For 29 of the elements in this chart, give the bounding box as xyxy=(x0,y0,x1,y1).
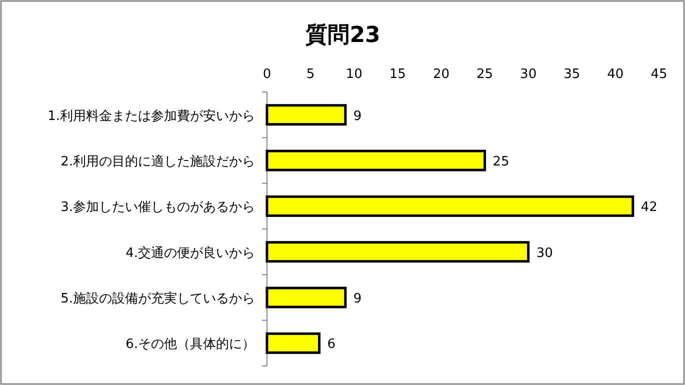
bar xyxy=(266,332,321,354)
x-tick-label: 20 xyxy=(432,67,450,82)
bar xyxy=(266,241,530,263)
y-tick-label: 4.交通の便が良いから xyxy=(126,244,255,261)
bar xyxy=(266,150,486,172)
y-tick-label: 3.参加したい催しものがあるから xyxy=(60,200,255,216)
y-tick-label: 2.利用の目的に適した施設だから xyxy=(60,154,255,170)
data-label: 9 xyxy=(353,292,362,306)
y-tick-label: 6.その他（具体的に） xyxy=(126,337,255,352)
x-tick-label: 45 xyxy=(650,67,668,82)
data-label: 6 xyxy=(327,337,336,352)
chart-title: 質問23 xyxy=(304,22,380,48)
data-label: 9 xyxy=(353,108,362,124)
x-tick-label: 30 xyxy=(520,67,537,82)
bar xyxy=(266,104,347,126)
y-tick-label: 5.施設の設備が充実しているから xyxy=(60,290,255,306)
x-tick-label: 10 xyxy=(346,67,362,82)
bar xyxy=(266,286,347,308)
data-label: 42 xyxy=(640,200,658,216)
x-tick-label: 35 xyxy=(564,67,580,82)
bar xyxy=(266,195,634,217)
data-label: 25 xyxy=(492,154,510,170)
x-tick-label: 40 xyxy=(607,67,624,82)
x-tick-label: 5 xyxy=(306,67,315,82)
x-tick-label: 0 xyxy=(262,67,272,82)
x-tick-label: 15 xyxy=(389,67,406,82)
x-tick-label: 25 xyxy=(476,67,494,82)
data-label: 30 xyxy=(536,246,553,261)
y-tick-label: 1.利用料金または参加費が安いから xyxy=(48,108,255,124)
